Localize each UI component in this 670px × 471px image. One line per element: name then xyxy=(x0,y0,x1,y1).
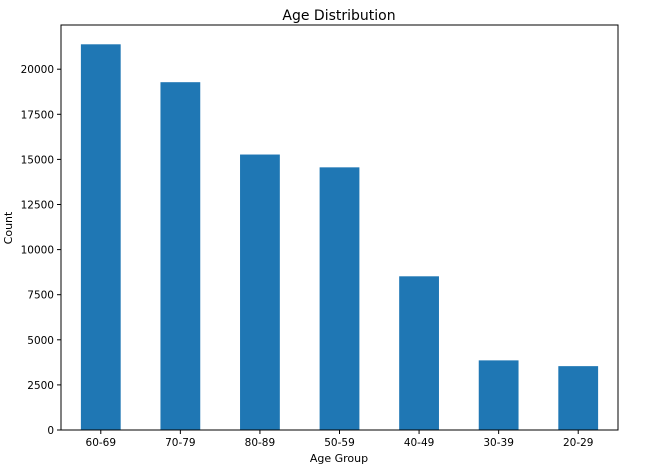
x-tick-label: 30-39 xyxy=(483,437,514,449)
y-tick-label: 12500 xyxy=(21,199,54,211)
bar-80-89 xyxy=(240,154,280,430)
x-tick-label: 60-69 xyxy=(86,437,117,449)
x-tick-label: 50-59 xyxy=(324,437,355,449)
bar-60-69 xyxy=(80,44,121,431)
y-tick-label: 5000 xyxy=(27,335,54,347)
y-axis-label: Count xyxy=(2,211,15,244)
y-axis-ticks: 0 2500 5000 7500 10000 12500 15000 17500 20000 xyxy=(21,64,61,437)
bar-30-39 xyxy=(478,360,519,430)
x-axis-ticks: 60-69 70-79 80-89 50-59 40-49 30-39 20-29 xyxy=(86,430,594,449)
bar-70-79 xyxy=(160,82,201,430)
bar-40-49 xyxy=(399,276,439,430)
y-tick-label: 0 xyxy=(47,425,54,437)
y-tick-label: 20000 xyxy=(21,64,54,76)
plot-frame xyxy=(60,24,619,431)
y-tick-label: 17500 xyxy=(21,109,54,121)
y-tick-label: 15000 xyxy=(21,154,54,166)
bar-group xyxy=(80,44,599,431)
bar-50-59 xyxy=(319,167,360,430)
y-tick-label: 2500 xyxy=(27,380,54,392)
x-axis-label: Age Group xyxy=(310,452,368,465)
chart-title: Age Distribution xyxy=(282,8,395,24)
bar-20-29 xyxy=(558,366,599,430)
y-tick-label: 7500 xyxy=(27,290,54,302)
y-tick-label: 10000 xyxy=(21,245,54,257)
x-tick-label: 20-29 xyxy=(563,437,594,449)
x-tick-label: 80-89 xyxy=(245,437,276,449)
x-tick-label: 40-49 xyxy=(404,437,435,449)
x-tick-label: 70-79 xyxy=(165,437,196,449)
